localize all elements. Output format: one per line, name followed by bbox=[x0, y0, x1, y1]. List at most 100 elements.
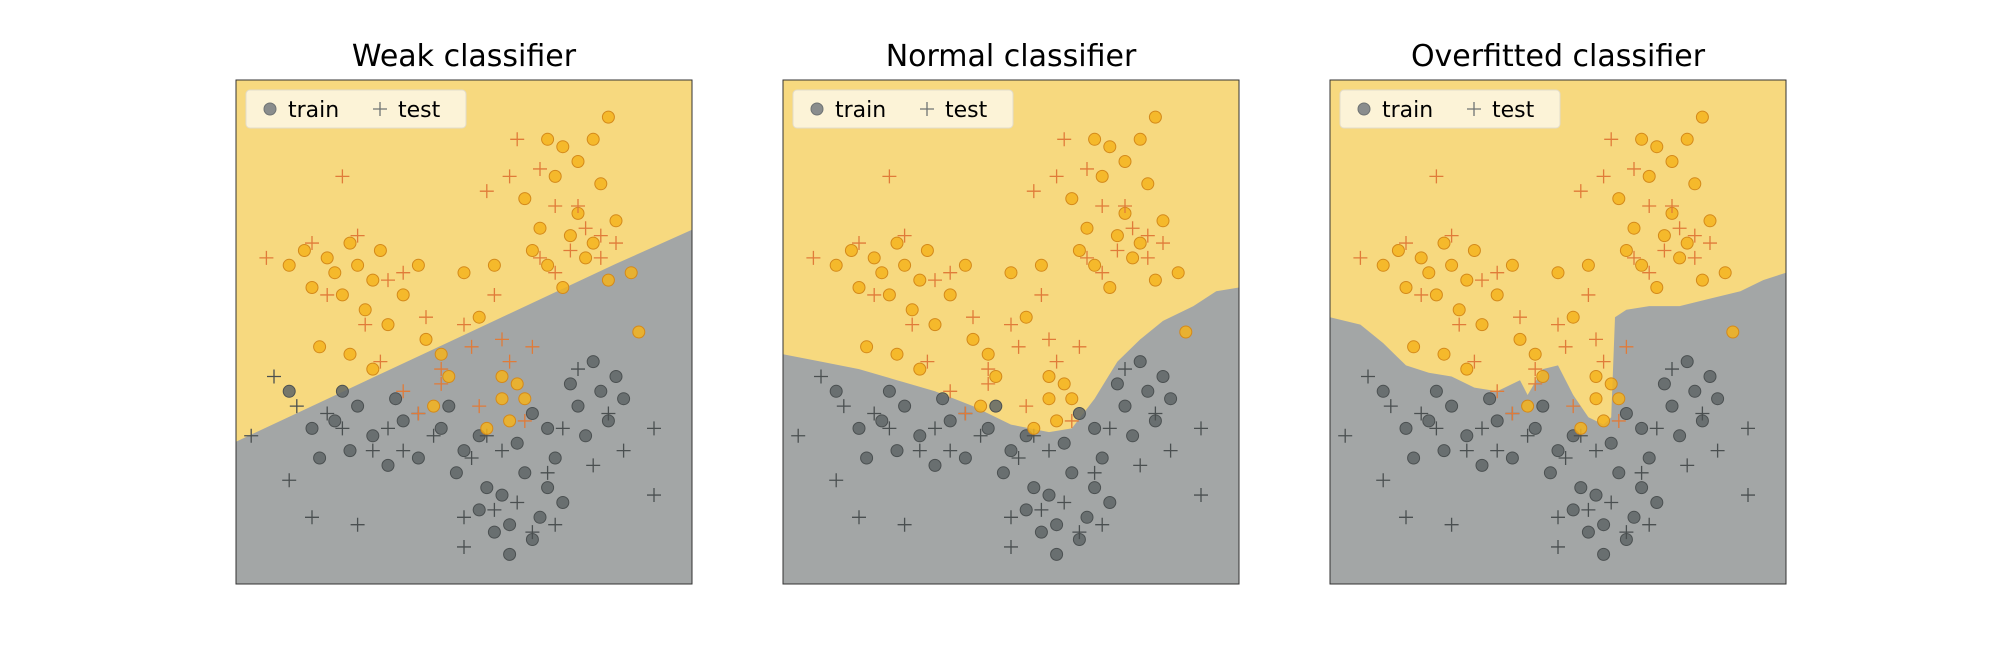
class-a-train-point bbox=[601, 110, 615, 124]
class-b-train-point bbox=[1490, 414, 1504, 428]
class-b-train-point bbox=[487, 525, 501, 539]
class-a-test-point bbox=[525, 339, 540, 354]
class-a-test-point bbox=[396, 384, 411, 399]
class-a-train-point bbox=[1118, 155, 1132, 168]
class-a-train-point bbox=[958, 258, 972, 272]
class-b-train-point bbox=[1156, 370, 1170, 383]
class-b-train-point bbox=[943, 414, 957, 428]
class-a-train-point bbox=[1065, 392, 1079, 406]
class-a-train-point bbox=[1718, 266, 1732, 280]
class-a-train-point bbox=[351, 258, 365, 272]
class-b-train-point bbox=[1642, 451, 1656, 465]
class-a-train-point bbox=[1088, 132, 1102, 146]
class-b-train-point bbox=[1065, 466, 1079, 480]
class-a-train-point bbox=[1589, 370, 1603, 383]
class-a-test-point bbox=[1687, 250, 1702, 265]
class-a-test-point bbox=[533, 250, 547, 265]
class-b-train-point bbox=[442, 399, 456, 413]
class-a-train-point bbox=[898, 258, 912, 272]
class-a-train-point bbox=[905, 303, 919, 317]
class-b-train-point bbox=[1133, 355, 1147, 369]
class-a-train-point bbox=[1536, 370, 1550, 383]
class-a-test-point bbox=[1019, 399, 1034, 414]
class-b-test-point bbox=[381, 421, 395, 436]
class-b-train-point bbox=[1483, 392, 1497, 406]
class-a-train-point bbox=[1635, 132, 1649, 146]
class-a-train-point bbox=[1171, 266, 1185, 280]
class-b-train-point bbox=[525, 407, 539, 420]
class-a-test-point bbox=[1140, 250, 1155, 265]
class-a-test-point bbox=[358, 317, 373, 332]
class-b-test-point bbox=[867, 406, 882, 421]
class-a-train-point bbox=[1399, 281, 1413, 294]
class-a-test-point bbox=[1703, 236, 1717, 251]
class-b-test-point bbox=[571, 362, 585, 377]
class-b-train-point bbox=[556, 496, 570, 509]
class-b-test-point bbox=[1034, 502, 1049, 517]
legend-box bbox=[792, 89, 1014, 129]
class-a-test-point bbox=[1513, 310, 1527, 325]
class-b-test-point bbox=[320, 406, 335, 421]
class-b-train-point bbox=[594, 384, 608, 398]
class-a-test-point bbox=[1049, 169, 1064, 184]
class-b-train-point bbox=[1027, 481, 1041, 495]
class-b-test-point bbox=[928, 421, 942, 436]
class-a-train-point bbox=[1065, 192, 1079, 206]
class-b-test-point bbox=[1642, 517, 1657, 532]
class-a-test-point bbox=[1558, 339, 1573, 354]
class-a-test-point bbox=[563, 243, 578, 258]
class-a-train-point bbox=[1657, 229, 1671, 243]
class-a-test-point bbox=[1399, 236, 1413, 251]
class-a-test-point bbox=[434, 362, 449, 377]
class-a-test-point bbox=[928, 273, 942, 288]
class-a-test-point bbox=[1619, 339, 1634, 354]
class-a-train-point bbox=[1179, 325, 1193, 339]
legend-test-marker bbox=[1467, 102, 1481, 116]
class-b-train-point bbox=[958, 451, 972, 465]
class-a-test-point bbox=[381, 273, 395, 288]
region-class-b bbox=[783, 287, 1239, 584]
legend-test-label: test bbox=[945, 98, 988, 123]
class-a-test-point bbox=[852, 236, 866, 251]
class-b-test-point bbox=[1004, 510, 1018, 525]
class-b-train-point bbox=[434, 421, 448, 435]
class-a-train-point bbox=[457, 266, 471, 280]
class-b-test-point bbox=[426, 428, 441, 443]
class-b-train-point bbox=[1597, 547, 1611, 561]
class-a-test-point bbox=[548, 199, 563, 213]
class-b-train-point bbox=[1072, 407, 1086, 420]
class-a-train-point bbox=[586, 236, 600, 250]
class-a-test-point bbox=[609, 236, 623, 251]
class-a-train-point bbox=[860, 340, 874, 354]
class-b-train-point bbox=[495, 488, 509, 502]
legend-box bbox=[1339, 89, 1561, 129]
class-a-train-point bbox=[343, 236, 357, 250]
class-a-train-point bbox=[586, 132, 600, 146]
axes-frame bbox=[1329, 79, 1787, 585]
class-a-test-point bbox=[1551, 317, 1565, 332]
class-a-train-point bbox=[480, 421, 494, 435]
class-a-test-point bbox=[487, 287, 502, 302]
class-a-train-point bbox=[1703, 214, 1717, 228]
legend-test-marker bbox=[373, 102, 387, 116]
class-a-train-point bbox=[609, 214, 623, 228]
class-a-test-point bbox=[434, 376, 449, 391]
class-a-train-point bbox=[1080, 221, 1094, 235]
class-b-test-point bbox=[1102, 421, 1117, 436]
class-a-train-point bbox=[495, 392, 509, 406]
class-a-test-point bbox=[1581, 287, 1596, 302]
class-a-train-point bbox=[282, 258, 296, 272]
class-b-test-point bbox=[244, 428, 259, 443]
class-a-train-point bbox=[1095, 169, 1109, 183]
class-b-train-point bbox=[1141, 384, 1155, 398]
class-a-train-point bbox=[867, 251, 881, 265]
class-b-test-point bbox=[365, 443, 380, 458]
class-b-train-point bbox=[1407, 451, 1421, 465]
class-b-train-point bbox=[480, 481, 494, 495]
class-b-train-point bbox=[533, 510, 547, 524]
class-a-train-point bbox=[1589, 392, 1603, 406]
class-a-test-point bbox=[1596, 354, 1611, 369]
class-b-train-point bbox=[1437, 444, 1451, 458]
class-b-test-point bbox=[1095, 517, 1110, 532]
class-a-test-point bbox=[1080, 161, 1094, 176]
